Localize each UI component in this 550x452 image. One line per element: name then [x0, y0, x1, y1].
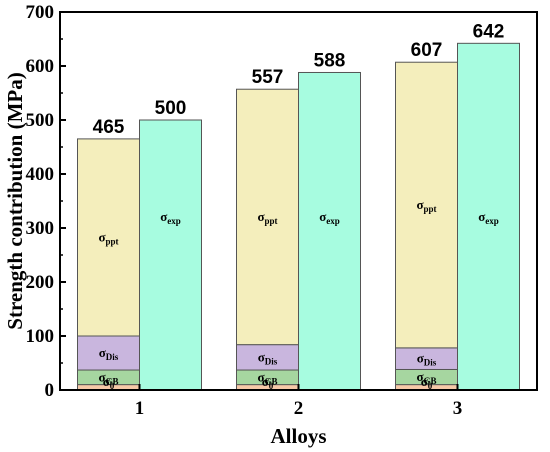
y-tick-label-500: 500 — [26, 110, 55, 131]
x-tick-label-3: 3 — [453, 398, 463, 419]
label-sigma0-1: σ0 — [103, 374, 115, 391]
y-axis-title: Strength contribution (MPa) — [3, 72, 27, 329]
y-tick-label-400: 400 — [26, 164, 55, 185]
bar-sigmaExp-3 — [457, 42, 520, 391]
label-sigmaPpt-2: σppt — [257, 209, 277, 226]
total-calculated-3: 607 — [411, 40, 443, 61]
label-sigmaGB-1: σGB — [98, 369, 118, 386]
bar-sigmaExp-1 — [139, 119, 202, 391]
y-tick-label-200: 200 — [26, 272, 55, 293]
label-sigmaExp-1: σexp — [160, 209, 181, 226]
bar-sigmaExp-2 — [298, 71, 361, 391]
label-sigmaGB-2: σGB — [257, 369, 277, 386]
y-tick-label-700: 700 — [26, 2, 55, 23]
total-experimental-2: 588 — [314, 50, 346, 71]
label-sigmaDis-1: σDis — [99, 345, 119, 362]
x-axis-title: Alloys — [270, 424, 326, 448]
y-tick-label-0: 0 — [45, 380, 55, 401]
plot-frame — [59, 11, 538, 391]
label-sigmaDis-2: σDis — [258, 349, 278, 366]
label-sigmaPpt-1: σppt — [98, 229, 118, 246]
x-tick-label-1: 1 — [135, 398, 145, 419]
label-sigmaExp-2: σexp — [319, 209, 340, 226]
bar-sigmaDis-1 — [77, 335, 140, 371]
label-sigmaGB-3: σGB — [416, 369, 436, 386]
total-labels-layer: 465 500 557 588 607 642 — [93, 21, 505, 138]
label-sigmaDis-3: σDis — [417, 351, 437, 368]
bars-layer — [77, 42, 520, 391]
label-sigma0-2: σ0 — [262, 374, 274, 391]
total-calculated-1: 465 — [93, 117, 125, 138]
y-tick-label-600: 600 — [26, 56, 55, 77]
label-sigma0-3: σ0 — [421, 374, 433, 391]
bar-sigmaPpt-2 — [236, 88, 299, 346]
label-sigmaPpt-3: σppt — [416, 197, 436, 214]
total-experimental-3: 642 — [473, 21, 505, 42]
y-tick-label-300: 300 — [26, 218, 55, 239]
total-experimental-1: 500 — [155, 98, 187, 119]
total-calculated-2: 557 — [252, 67, 284, 88]
axes-layer: 1 2 3 0 100 200 300 400 500 600 700 — [26, 2, 463, 419]
label-sigmaExp-3: σexp — [478, 209, 499, 226]
x-tick-label-2: 2 — [294, 398, 304, 419]
y-tick-label-100: 100 — [26, 326, 55, 347]
